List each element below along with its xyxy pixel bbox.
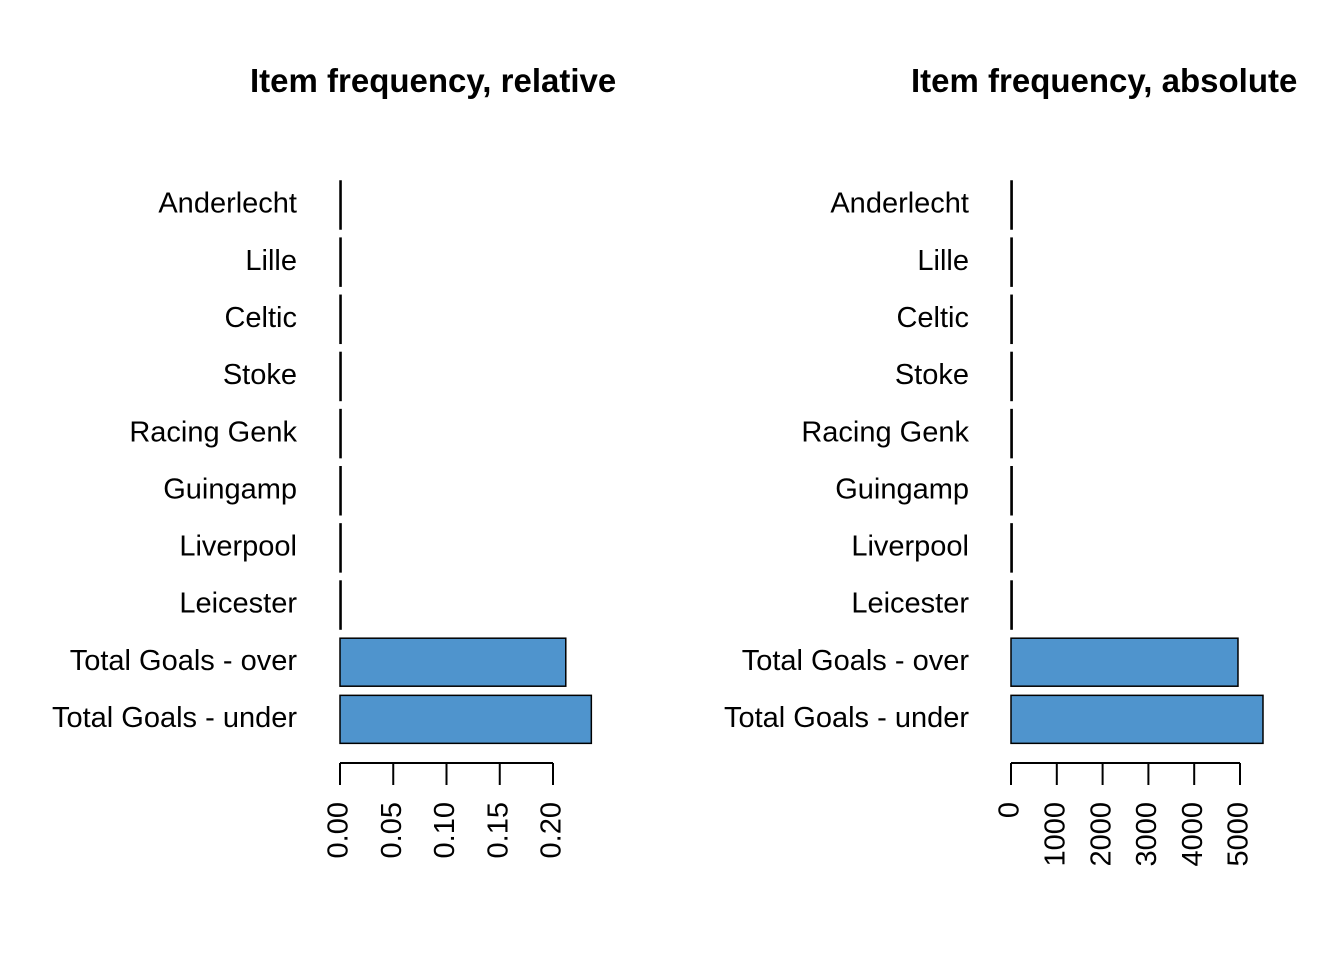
chart-title: Item frequency, relative [250, 62, 616, 99]
x-tick-label: 4000 [1177, 802, 1209, 867]
chart-title: Item frequency, absolute [911, 62, 1297, 99]
x-tick-label: 0.00 [323, 802, 355, 858]
x-tick-label: 0.20 [536, 802, 568, 858]
y-tick-label: Liverpool [179, 531, 297, 563]
bar [339, 408, 342, 459]
chart-panel: Item frequency, absolute Anderlecht Lille C… [724, 62, 1297, 867]
bar [1010, 180, 1013, 230]
y-tick-label: Celtic [896, 302, 969, 334]
bar [1010, 466, 1013, 516]
bar [1010, 351, 1013, 402]
y-tick-label: Leicester [851, 588, 969, 620]
y-tick-label: Anderlecht [158, 188, 297, 220]
bar [339, 351, 342, 402]
x-tick-label: 1000 [1039, 802, 1071, 867]
y-tick-label: Total Goals - under [52, 702, 297, 734]
y-tick-label: Leicester [179, 588, 297, 620]
bar [339, 466, 342, 516]
bar [1010, 523, 1013, 573]
bar [339, 694, 593, 745]
bar [1010, 637, 1239, 687]
y-tick-label: Guingamp [163, 473, 297, 505]
bar [339, 637, 567, 687]
bar [1010, 294, 1013, 345]
bar [339, 237, 342, 287]
bar [1010, 694, 1264, 745]
y-tick-label: Total Goals - over [70, 645, 298, 677]
y-tick-label: Celtic [224, 302, 297, 334]
bar [1010, 580, 1013, 630]
bar [1010, 408, 1013, 459]
bar [339, 294, 342, 345]
y-tick-label: Lille [245, 245, 297, 277]
x-tick-label: 0.15 [482, 802, 514, 858]
y-tick-label: Total Goals - under [724, 702, 969, 734]
bar [339, 580, 342, 630]
y-tick-label: Stoke [895, 359, 969, 391]
x-tick-label: 3000 [1131, 802, 1163, 867]
y-tick-label: Stoke [223, 359, 297, 391]
bar [339, 180, 342, 230]
x-tick-label: 0.05 [376, 802, 408, 858]
y-tick-label: Liverpool [851, 531, 969, 563]
y-tick-label: Total Goals - over [742, 645, 970, 677]
x-tick-label: 0.10 [429, 802, 461, 858]
y-tick-label: Guingamp [835, 473, 969, 505]
y-tick-label: Racing Genk [129, 416, 297, 448]
x-tick-label: 0 [994, 802, 1026, 818]
y-tick-label: Racing Genk [801, 416, 969, 448]
bar [1010, 237, 1013, 287]
y-tick-label: Anderlecht [830, 188, 969, 220]
bar [339, 523, 342, 573]
x-tick-label: 2000 [1085, 802, 1117, 867]
x-tick-label: 5000 [1223, 802, 1255, 867]
y-tick-label: Lille [917, 245, 969, 277]
chart-panel: Item frequency, relative Anderlecht Lille C… [52, 62, 616, 858]
